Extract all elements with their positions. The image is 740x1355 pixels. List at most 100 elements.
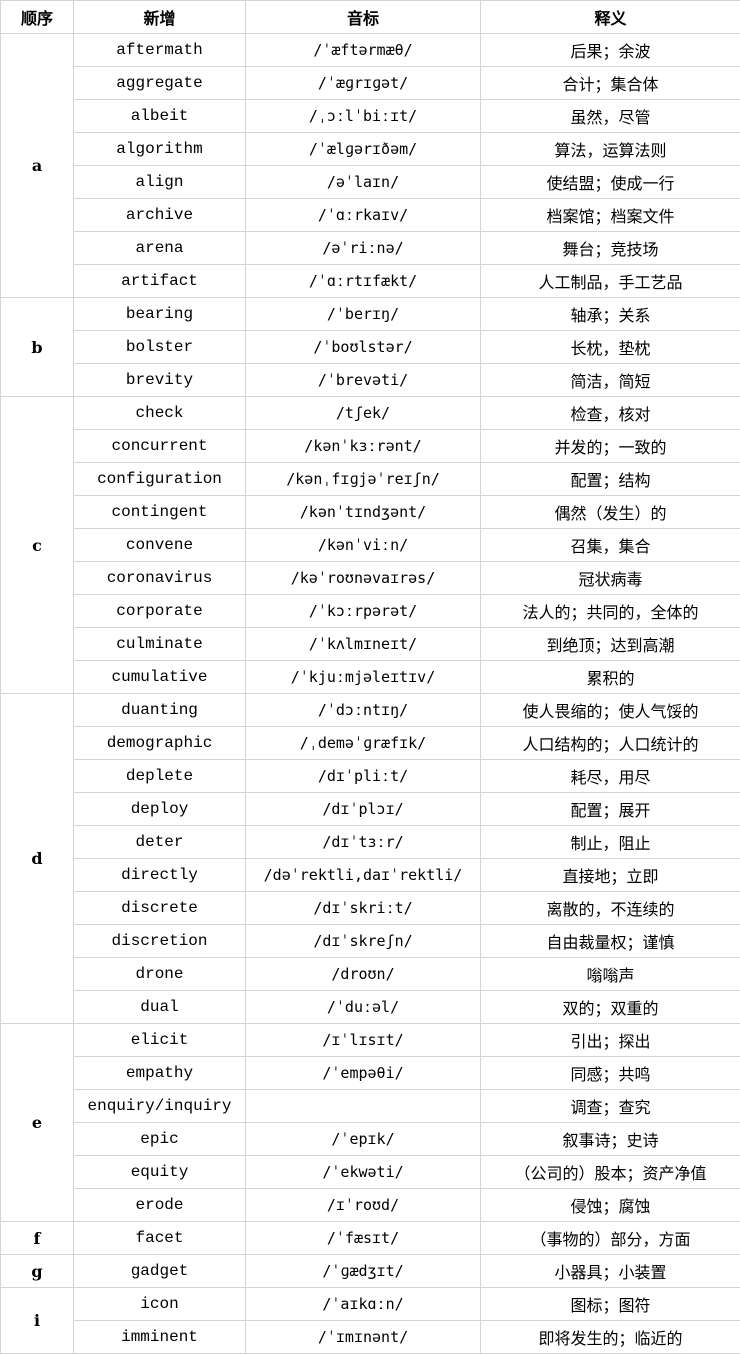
- word-cell: drone: [73, 957, 246, 991]
- phonetic-cell: /əˈlaɪn/: [245, 165, 481, 199]
- meaning-cell: 到绝顶；达到高潮: [480, 627, 740, 661]
- word-cell: algorithm: [73, 132, 246, 166]
- table-row: g gadget/ˈɡædʒɪt/小器具；小装置: [0, 1254, 740, 1288]
- table-row: d duanting/ˈdɔːntɪŋ/使人畏缩的；使人气馁的: [0, 693, 740, 1024]
- table-row: enquiry/inquiry 调查；查究: [1, 1089, 740, 1123]
- phonetic-cell: /ˈɡædʒɪt/: [245, 1254, 481, 1288]
- phonetic-cell: /ˈɑːrkaɪv/: [245, 198, 481, 232]
- meaning-cell: 人工制品，手工艺品: [480, 264, 740, 298]
- phonetic-cell: /ˈekwəti/: [245, 1155, 481, 1189]
- table-row: erode/ɪˈroʊd/侵蚀；腐蚀: [1, 1188, 740, 1222]
- word-cell: epic: [73, 1122, 246, 1156]
- word-cell: erode: [73, 1188, 246, 1222]
- phonetic-cell: /ˌdeməˈɡræfɪk/: [245, 726, 481, 760]
- word-cell: equity: [73, 1155, 246, 1189]
- word-cell: configuration: [73, 462, 246, 496]
- word-cell: aggregate: [73, 66, 246, 100]
- phonetic-cell: /ˈempəθi/: [245, 1056, 481, 1090]
- word-cell: bearing: [73, 297, 246, 331]
- meaning-cell: 合计；集合体: [480, 66, 740, 100]
- phonetic-cell: /ˌɔːlˈbiːɪt/: [245, 99, 481, 133]
- meaning-cell: 虽然，尽管: [480, 99, 740, 133]
- meaning-cell: 图标；图符: [480, 1287, 740, 1321]
- word-cell: align: [73, 165, 246, 199]
- meaning-cell: 使人畏缩的；使人气馁的: [480, 693, 740, 727]
- table-row: cumulative/ˈkjuːmjəleɪtɪv/累积的: [1, 660, 740, 694]
- phonetic-cell: /ˈduːəl/: [245, 990, 481, 1024]
- header-row: 顺序 新增 音标 释义: [0, 0, 740, 34]
- word-cell: deploy: [73, 792, 246, 826]
- table-row: aggregate/ˈæɡrɪɡət/合计；集合体: [1, 66, 740, 100]
- table-row: brevity/ˈbrevəti/简洁，简短: [1, 363, 740, 397]
- word-cell: deter: [73, 825, 246, 859]
- meaning-cell: 自由裁量权；谨慎: [480, 924, 740, 958]
- word-cell: archive: [73, 198, 246, 232]
- meaning-cell: 检查，核对: [480, 396, 740, 430]
- table-row: deploy/dɪˈplɔɪ/配置；展开: [1, 792, 740, 826]
- phonetic-cell: /ˈælɡərɪðəm/: [245, 132, 481, 166]
- table-row: equity/ˈekwəti/（公司的）股本；资产净值: [1, 1155, 740, 1189]
- meaning-cell: 使结盟；使成一行: [480, 165, 740, 199]
- meaning-cell: 制止，阻止: [480, 825, 740, 859]
- meaning-cell: 即将发生的；临近的: [480, 1320, 740, 1354]
- meaning-cell: 后果；余波: [480, 33, 740, 67]
- table-row: epic/ˈepɪk/叙事诗；史诗: [1, 1122, 740, 1156]
- phonetic-cell: /droʊn/: [245, 957, 481, 991]
- word-cell: imminent: [73, 1320, 246, 1354]
- phonetic-cell: /kənˈviːn/: [245, 528, 481, 562]
- meaning-cell: 并发的；一致的: [480, 429, 740, 463]
- word-cell: corporate: [73, 594, 246, 628]
- meaning-cell: 召集，集合: [480, 528, 740, 562]
- word-cell: aftermath: [73, 33, 246, 67]
- phonetic-cell: /ˈkʌlmɪneɪt/: [245, 627, 481, 661]
- header-order: 顺序: [0, 0, 74, 34]
- phonetic-cell: /əˈriːnə/: [245, 231, 481, 265]
- phonetic-cell: /ˈepɪk/: [245, 1122, 481, 1156]
- word-cell: culminate: [73, 627, 246, 661]
- word-cell: cumulative: [73, 660, 246, 694]
- table-row: coronavirus/kəˈroʊnəvaɪrəs/冠状病毒: [1, 561, 740, 595]
- letter-cell: i: [0, 1287, 74, 1354]
- meaning-cell: 法人的；共同的，全体的: [480, 594, 740, 628]
- meaning-cell: 简洁，简短: [480, 363, 740, 397]
- phonetic-cell: /kənˌfɪɡjəˈreɪʃn/: [245, 462, 481, 496]
- word-cell: artifact: [73, 264, 246, 298]
- phonetic-cell: /kəˈroʊnəvaɪrəs/: [245, 561, 481, 595]
- word-cell: demographic: [73, 726, 246, 760]
- phonetic-cell: /ˈæɡrɪɡət/: [245, 66, 481, 100]
- word-cell: discrete: [73, 891, 246, 925]
- letter-cell: c: [0, 396, 74, 694]
- meaning-cell: 偶然（发生）的: [480, 495, 740, 529]
- phonetic-cell: /ˈkɔːrpərət/: [245, 594, 481, 628]
- table-row: deter/dɪˈtɜːr/制止，阻止: [1, 825, 740, 859]
- phonetic-cell: /dɪˈplɔɪ/: [245, 792, 481, 826]
- table-row: f facet/ˈfæsɪt/（事物的）部分，方面: [0, 1221, 740, 1255]
- table-row: b bearing/ˈberɪŋ/轴承；关系: [0, 297, 740, 397]
- table-row: demographic/ˌdeməˈɡræfɪk/人口结构的；人口统计的: [1, 726, 740, 760]
- phonetic-cell: /tʃek/: [245, 396, 481, 430]
- word-cell: contingent: [73, 495, 246, 529]
- phonetic-cell: /kənˈtɪndʒənt/: [245, 495, 481, 529]
- table-row: dual/ˈduːəl/双的；双重的: [1, 990, 740, 1024]
- meaning-cell: 舞台；竞技场: [480, 231, 740, 265]
- phonetic-cell: /ˈfæsɪt/: [245, 1221, 481, 1255]
- header-phonetic: 音标: [245, 0, 481, 34]
- letter-cell: a: [0, 33, 74, 298]
- table-row: concurrent/kənˈkɜːrənt/并发的；一致的: [1, 429, 740, 463]
- word-cell: icon: [73, 1287, 246, 1321]
- header-word: 新增: [73, 0, 246, 34]
- word-cell: directly: [73, 858, 246, 892]
- table-row: discretion/dɪˈskreʃn/自由裁量权；谨慎: [1, 924, 740, 958]
- meaning-cell: 冠状病毒: [480, 561, 740, 595]
- meaning-cell: 同感；共鸣: [480, 1056, 740, 1090]
- table-row: configuration/kənˌfɪɡjəˈreɪʃn/配置；结构: [1, 462, 740, 496]
- meaning-cell: 累积的: [480, 660, 740, 694]
- word-cell: enquiry/inquiry: [73, 1089, 246, 1123]
- table-row: arena/əˈriːnə/舞台；竞技场: [1, 231, 740, 265]
- word-cell: duanting: [73, 693, 246, 727]
- phonetic-cell: /ɪˈlɪsɪt/: [245, 1023, 481, 1057]
- meaning-cell: 小器具；小装置: [480, 1254, 740, 1288]
- meaning-cell: 直接地；立即: [480, 858, 740, 892]
- word-cell: arena: [73, 231, 246, 265]
- meaning-cell: 配置；结构: [480, 462, 740, 496]
